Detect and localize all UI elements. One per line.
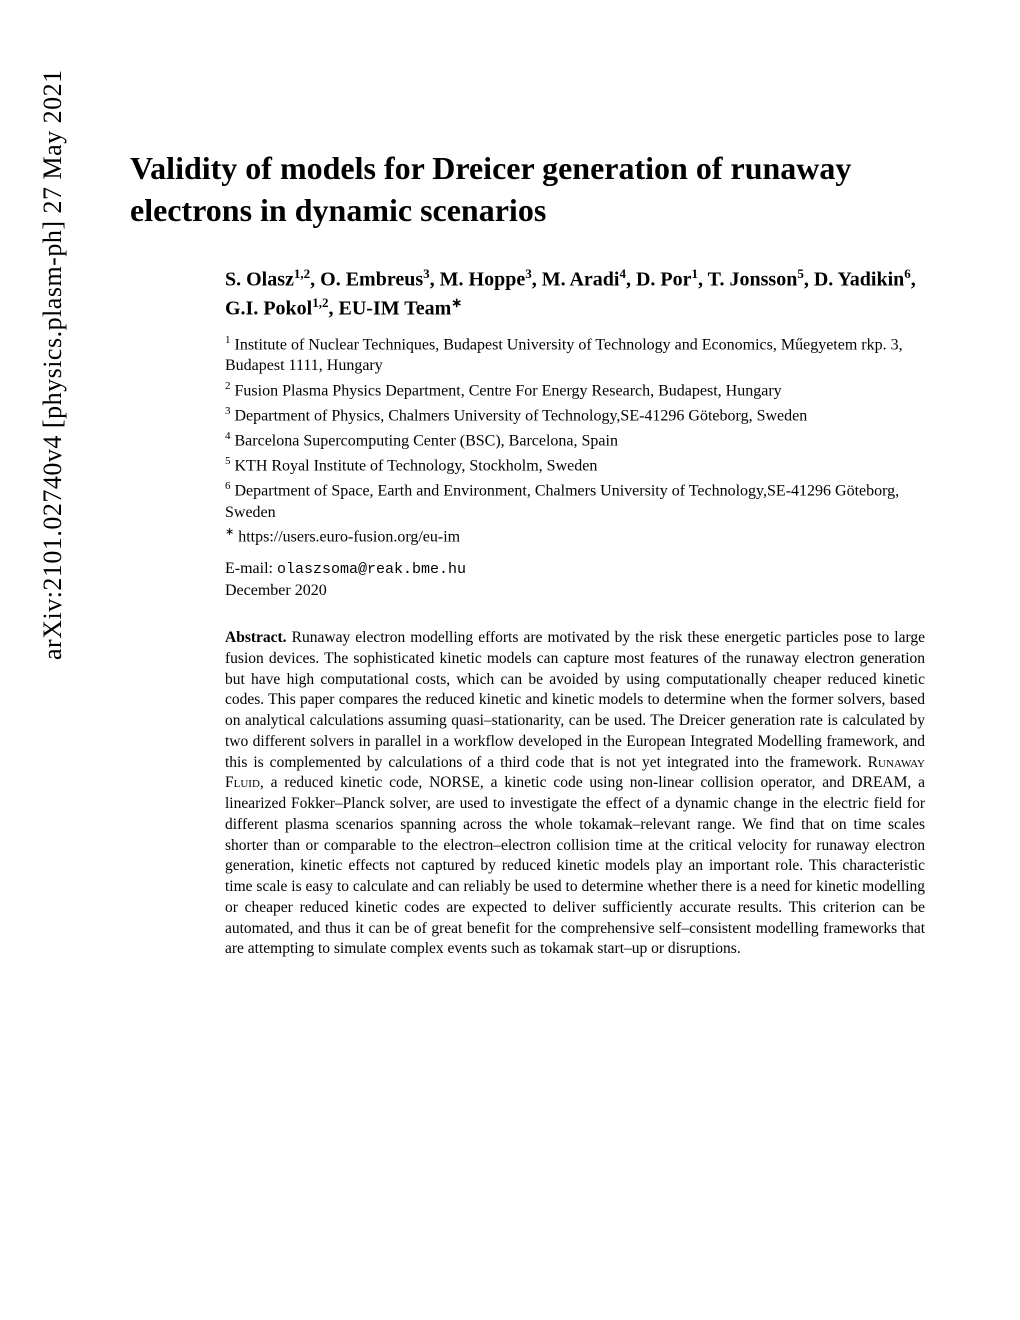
affiliation: ∗ https://users.euro-fusion.org/eu-im [225, 525, 925, 548]
authors: S. Olasz1,2, O. Embreus3, M. Hoppe3, M. … [225, 265, 925, 322]
affil-sup: ∗ [225, 526, 234, 538]
author-seg: , O. Embreus [310, 269, 423, 291]
author-seg: , D. Por [626, 269, 692, 291]
content-area: Validity of models for Dreicer generatio… [130, 148, 950, 960]
affil-text: Department of Physics, Chalmers Universi… [231, 407, 808, 424]
arxiv-date: 27 May 2021 [38, 69, 67, 213]
affiliation: 6 Department of Space, Earth and Environ… [225, 479, 925, 524]
author-sup: 1,2 [294, 266, 310, 281]
affil-text: KTH Royal Institute of Technology, Stock… [231, 457, 598, 474]
affiliation: 2 Fusion Plasma Physics Department, Cent… [225, 379, 925, 402]
affil-text: Fusion Plasma Physics Department, Centre… [231, 382, 782, 399]
author-seg: , M. Aradi [532, 269, 620, 291]
arxiv-id: arXiv:2101.02740v4 [38, 435, 67, 660]
page: arXiv:2101.02740v4 [physics.plasm-ph] 27… [0, 0, 1020, 1320]
author-sup: ∗ [451, 295, 462, 310]
abstract-text-pre: Runaway electron modelling efforts are m… [225, 629, 925, 771]
arxiv-category: [physics.plasm-ph] [38, 220, 67, 428]
affiliation: 1 Institute of Nuclear Techniques, Budap… [225, 333, 925, 378]
author-seg: , T. Jonsson [698, 269, 797, 291]
affil-text: https://users.euro-fusion.org/eu-im [234, 529, 460, 546]
affil-text: Barcelona Supercomputing Center (BSC), B… [231, 432, 618, 449]
abstract-text-post: , a reduced kinetic code, NORSE, a kinet… [225, 774, 925, 957]
arxiv-stamp: arXiv:2101.02740v4 [physics.plasm-ph] 27… [38, 69, 68, 660]
email-label: E-mail: [225, 560, 277, 577]
author-block: S. Olasz1,2, O. Embreus3, M. Hoppe3, M. … [225, 265, 925, 602]
affiliation: 5 KTH Royal Institute of Technology, Sto… [225, 454, 925, 477]
affil-text: Department of Space, Earth and Environme… [225, 482, 899, 521]
author-seg: , M. Hoppe [430, 269, 526, 291]
author-sup: 1,2 [312, 295, 328, 310]
author-seg: S. Olasz [225, 269, 294, 291]
abstract: Abstract. Runaway electron modelling eff… [225, 628, 925, 960]
affiliation: 3 Department of Physics, Chalmers Univer… [225, 404, 925, 427]
abstract-label: Abstract. [225, 629, 287, 646]
affil-text: Institute of Nuclear Techniques, Budapes… [225, 336, 903, 375]
affiliation: 4 Barcelona Supercomputing Center (BSC),… [225, 429, 925, 452]
email-block: E-mail: olaszsoma@reak.bme.hu December 2… [225, 558, 925, 602]
paper-date: December 2020 [225, 582, 327, 599]
author-seg: , D. Yadikin [804, 269, 904, 291]
email-address: olaszsoma@reak.bme.hu [277, 561, 466, 578]
paper-title: Validity of models for Dreicer generatio… [130, 148, 950, 231]
author-seg: , EU-IM Team [329, 298, 452, 320]
